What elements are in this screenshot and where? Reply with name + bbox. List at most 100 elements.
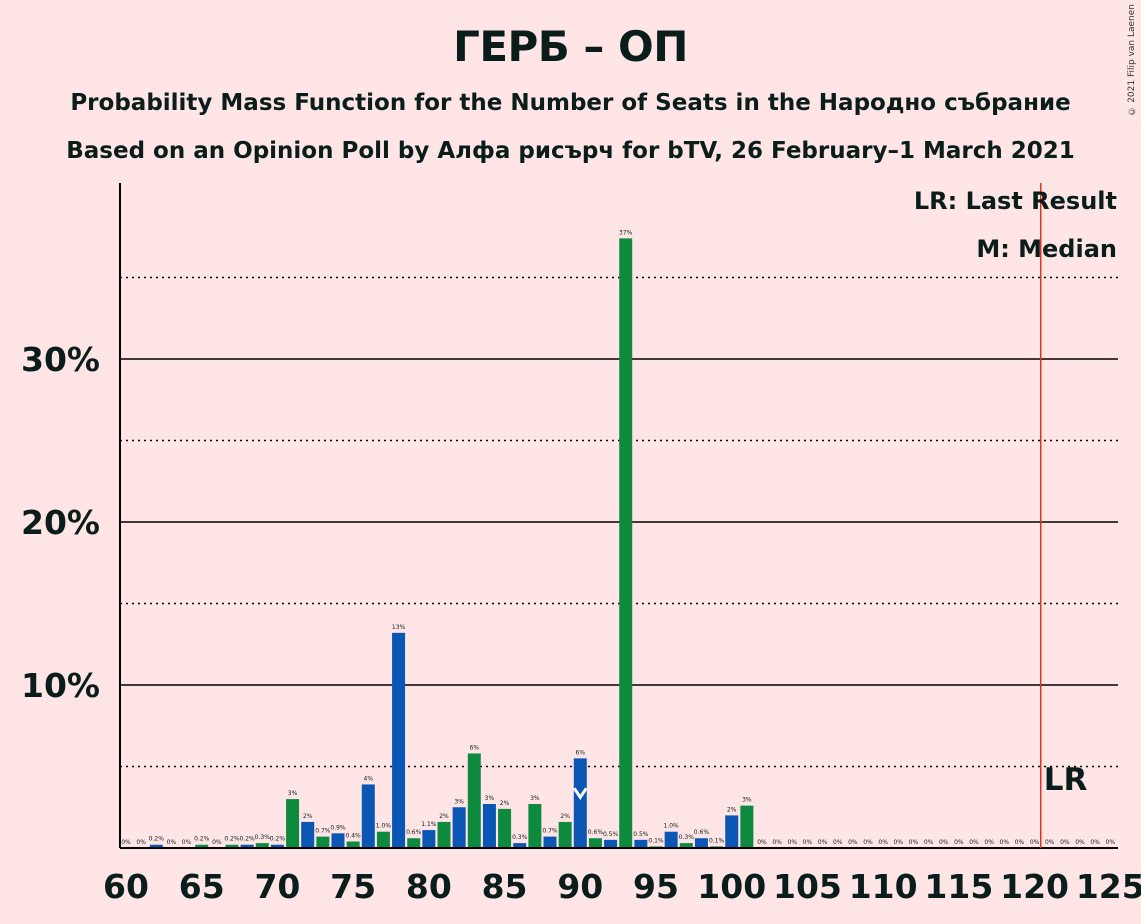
bar-value-label: 0% (182, 839, 192, 846)
bar-value-label: 0% (1015, 839, 1025, 846)
bar-value-label: 2% (439, 813, 449, 820)
bar-seat-84 (482, 803, 496, 848)
bar-value-label: 3% (742, 797, 752, 804)
bar-value-label: 6% (470, 744, 480, 751)
chart-subtitle: Probability Mass Function for the Number… (70, 90, 1071, 116)
bar-value-label: 0% (1030, 839, 1040, 846)
bar-value-label: 2% (500, 800, 510, 807)
bar-value-label: 0% (909, 839, 919, 846)
bar-seat-96 (664, 831, 678, 848)
bar-value-label: 0% (212, 839, 222, 846)
bar-value-label: 0.1% (709, 837, 725, 844)
bar-value-label: 2% (727, 806, 737, 813)
bar-seat-75 (346, 841, 360, 848)
x-tick-label: 125 (1076, 867, 1141, 906)
bar-value-label: 0.5% (603, 831, 619, 838)
bar-value-label: 0% (924, 839, 934, 846)
bar-seat-77 (376, 831, 390, 848)
legend-last-result: LR: Last Result (914, 187, 1117, 215)
bar-value-label: 0.6% (694, 829, 710, 836)
bar-value-label: 0% (878, 839, 888, 846)
bar-seat-65 (195, 844, 209, 848)
bar-seat-67 (225, 844, 239, 848)
bar-value-label: 2% (560, 813, 570, 820)
last-result-label: LR (1044, 762, 1088, 798)
chart-source-line: Based on an Opinion Poll by Алфа рисърч … (66, 138, 1075, 164)
x-tick-label: 75 (330, 867, 376, 906)
bar-seat-98 (694, 838, 708, 848)
bar-value-label: 0% (833, 839, 843, 846)
chart-title: ГЕРБ – ОП (453, 22, 688, 71)
bar-value-label: 0% (788, 839, 798, 846)
bar-seat-89 (558, 821, 572, 848)
bar-seat-76 (361, 784, 375, 848)
bar-value-label: 3% (288, 790, 298, 797)
bar-seat-100 (725, 815, 739, 848)
bar-value-label: 0.2% (240, 836, 256, 843)
bar-value-label: 0% (1060, 839, 1070, 846)
bar-seat-97 (679, 843, 693, 848)
bar-seat-69 (255, 843, 269, 848)
bar-value-label: 3% (454, 798, 464, 805)
bar-seat-62 (149, 844, 163, 848)
median-marker (573, 787, 588, 801)
bar-seat-90 (573, 758, 587, 848)
bar-value-label: 0.9% (330, 824, 346, 831)
bar-value-label: 0% (772, 839, 782, 846)
y-tick-label: 10% (21, 666, 100, 705)
bar-value-label: 0.3% (679, 834, 695, 841)
bar-value-label: 0% (1045, 839, 1055, 846)
bar-value-label: 0.6% (406, 829, 422, 836)
x-tick-label: 115 (924, 867, 993, 906)
bar-value-label: 0% (863, 839, 873, 846)
bar-value-label: 0.2% (194, 836, 210, 843)
bar-value-label: 0% (1000, 839, 1010, 846)
bar-value-label: 3% (485, 795, 495, 802)
bar-seat-82 (452, 807, 466, 848)
x-tick-label: 85 (482, 867, 528, 906)
y-tick-label: 20% (21, 503, 100, 542)
bar-value-label: 0% (803, 839, 813, 846)
bar-seat-79 (407, 838, 421, 848)
bar-value-label: 0% (954, 839, 964, 846)
bar-seat-68 (240, 844, 254, 848)
x-tick-label: 110 (849, 867, 918, 906)
bar-value-label: 1.1% (421, 821, 437, 828)
bar-value-label: 6% (576, 749, 586, 756)
bar-seat-88 (543, 836, 557, 848)
bar-seat-92 (604, 839, 618, 848)
bar-seat-81 (437, 821, 451, 848)
bar-value-label: 0% (121, 839, 131, 846)
x-tick-label: 120 (1000, 867, 1069, 906)
bar-value-label: 13% (392, 624, 406, 631)
bar-value-label: 0.7% (315, 828, 331, 835)
y-tick-label: 30% (21, 340, 100, 379)
bar-value-label: 0.2% (224, 836, 240, 843)
bar-seat-72 (301, 821, 315, 848)
bar-value-label: 0.1% (648, 837, 664, 844)
bar-value-label: 1.0% (376, 823, 392, 830)
bar-seat-74 (331, 833, 345, 848)
bar-seat-83 (467, 753, 481, 848)
bar-value-label: 0.5% (633, 831, 649, 838)
bar-value-label: 0.6% (588, 829, 604, 836)
bar-seat-91 (588, 838, 602, 848)
bar-value-label: 0% (848, 839, 858, 846)
bar-seat-86 (513, 843, 527, 848)
bar-value-label: 0% (818, 839, 828, 846)
bar-value-label: 0% (984, 839, 994, 846)
bar-value-label: 4% (364, 775, 374, 782)
x-tick-label: 70 (254, 867, 300, 906)
bar-value-label: 0.7% (542, 828, 558, 835)
x-tick-label: 65 (179, 867, 225, 906)
bar-value-label: 0% (1075, 839, 1085, 846)
bar-value-label: 1.0% (664, 823, 680, 830)
bar-seat-87 (528, 803, 542, 848)
bar-value-label: 0.3% (512, 834, 528, 841)
bar-seat-85 (498, 808, 512, 848)
bar-value-label: 0% (939, 839, 949, 846)
bar-value-label: 0% (167, 839, 177, 846)
bar-value-label: 0.4% (346, 832, 362, 839)
bar-value-label: 0.3% (255, 834, 271, 841)
